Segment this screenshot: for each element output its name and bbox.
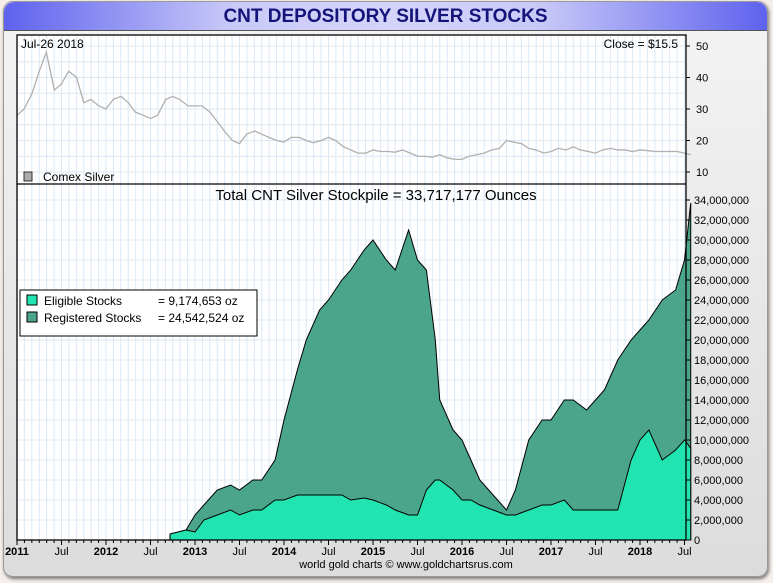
y-tick-label-stocks: 26,000,000 xyxy=(694,275,749,287)
footer-credit: world gold charts © www.goldchartsrus.co… xyxy=(298,559,513,571)
x-tick-label: 2015 xyxy=(361,546,385,558)
y-tick-label-stocks: 4,000,000 xyxy=(694,495,743,507)
legend-label-silver: Comex Silver xyxy=(43,170,114,184)
legend-label: Eligible Stocks xyxy=(44,294,122,308)
y-tick-label-stocks: 6,000,000 xyxy=(694,475,743,487)
y-tick-label-stocks: 34,000,000 xyxy=(694,195,749,207)
chart-title: CNT DEPOSITORY SILVER STOCKS xyxy=(223,6,548,27)
close-label: Close = $15.5 xyxy=(604,37,679,51)
legend-swatch-1 xyxy=(26,311,38,323)
y-tick-label-stocks: 14,000,000 xyxy=(694,395,749,407)
x-tick-label: Jul xyxy=(232,546,246,558)
y-tick-label-stocks: 0 xyxy=(694,535,700,547)
y-tick-label-stocks: 10,000,000 xyxy=(694,435,749,447)
x-tick-label: 2012 xyxy=(94,546,118,558)
legend-box xyxy=(19,289,258,337)
eligible-stocks-area xyxy=(169,429,692,541)
y-tick-label-price: 50 xyxy=(696,41,708,53)
y-tick-label-stocks: 2,000,000 xyxy=(694,515,743,527)
x-tick-label: Jul xyxy=(588,546,602,558)
date-label: Jul-26 2018 xyxy=(21,37,84,51)
stockpile-title: Total CNT Silver Stockpile = 33,717,177 … xyxy=(215,187,536,204)
y-tick-label-stocks: 20,000,000 xyxy=(694,335,749,347)
silver-price-line xyxy=(16,49,691,161)
x-tick-label: Jul xyxy=(321,546,335,558)
legend-value: = 9,174,653 oz xyxy=(158,294,238,308)
y-tick-label-stocks: 16,000,000 xyxy=(694,375,749,387)
y-tick-label-stocks: 24,000,000 xyxy=(694,295,749,307)
y-tick-label-stocks: 18,000,000 xyxy=(694,355,749,367)
y-tick-label-stocks: 28,000,000 xyxy=(694,255,749,267)
plot-border xyxy=(16,34,687,541)
total-stocks-area xyxy=(169,202,692,541)
x-tick-label: Jul xyxy=(499,546,513,558)
x-tick-label: Jul xyxy=(143,546,157,558)
y-tick-label-price: 30 xyxy=(696,104,708,116)
x-tick-label: 2014 xyxy=(272,546,297,558)
legend-swatch-silver xyxy=(23,171,33,182)
y-tick-label-stocks: 22,000,000 xyxy=(694,315,749,327)
x-tick-label: 2013 xyxy=(183,546,207,558)
y-tick-label-price: 10 xyxy=(696,167,708,179)
y-tick-label-stocks: 12,000,000 xyxy=(694,415,749,427)
y-tick-label-price: 20 xyxy=(696,136,708,148)
title-bar: CNT DEPOSITORY SILVER STOCKS xyxy=(4,2,767,31)
y-tick-label-stocks: 32,000,000 xyxy=(694,215,749,227)
y-tick-label-stocks: 8,000,000 xyxy=(694,455,743,467)
x-tick-label: Jul xyxy=(54,546,68,558)
x-tick-label: 2016 xyxy=(450,546,474,558)
x-tick-label: 2011 xyxy=(5,546,29,558)
x-tick-label: 2017 xyxy=(539,546,563,558)
x-tick-label: Jul xyxy=(410,546,424,558)
legend-swatch-0 xyxy=(26,294,38,306)
x-tick-label: 2018 xyxy=(628,546,652,558)
legend-label: Registered Stocks xyxy=(44,311,141,325)
y-tick-label-price: 40 xyxy=(696,73,708,85)
y-tick-label-stocks: 30,000,000 xyxy=(694,235,749,247)
x-tick-label: Jul xyxy=(677,546,691,558)
legend-value: = 24,542,524 oz xyxy=(158,311,244,325)
